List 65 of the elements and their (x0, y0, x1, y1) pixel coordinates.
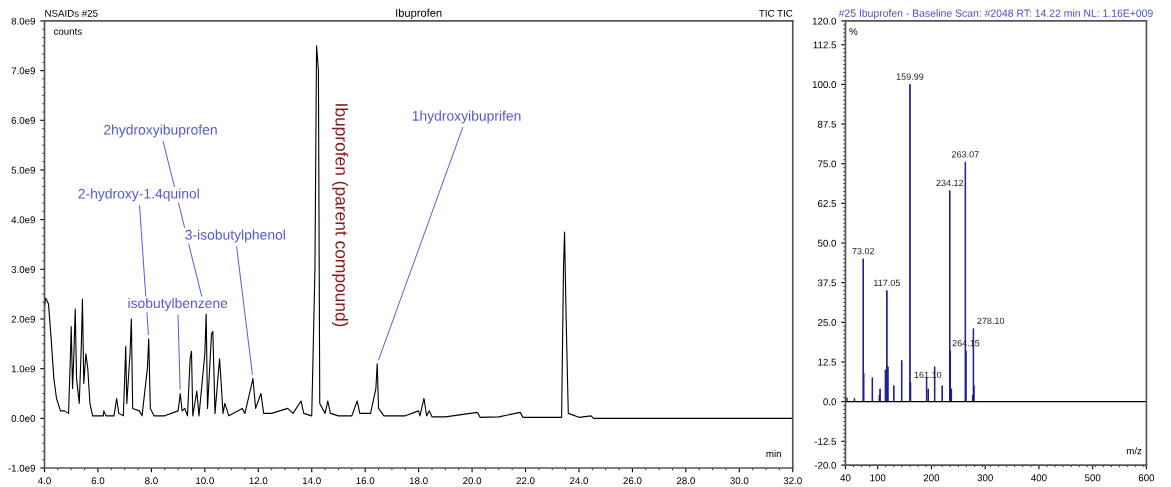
y-tick-label: 7.0e9 (11, 67, 36, 75)
x-tick-label: 300 (977, 474, 993, 482)
y-tick-label: 62.5 (818, 200, 837, 207)
chart-title: #25 Ibuprofen - Baseline Scan: #2048 RT: 14.22 min NL: 1.16E+009 (838, 9, 1153, 19)
annotation: Ibuprofen (parent compound) (331, 104, 349, 327)
y-tick-label: 25.0 (818, 319, 837, 326)
x-tick-label: 30.0 (730, 477, 749, 485)
x-tick-label: 32.0 (783, 477, 802, 485)
y-tick-label: 120.0 (812, 17, 837, 25)
annotation: 278.10 (977, 317, 1005, 325)
y-tick-label: 3.0e9 (11, 266, 36, 273)
x-tick-label: 8.0 (145, 477, 158, 485)
x-tick-label: 24.0 (570, 477, 589, 485)
y-tick-label: -20.0 (814, 461, 837, 469)
text: NSAIDs #25 (45, 9, 98, 17)
y-tick-label: 0.0e0 (11, 415, 36, 422)
chart-title: Ibuprofen (396, 8, 442, 20)
y-tick-label: 75.0 (818, 160, 837, 168)
x-tick-label: 4.0 (37, 477, 51, 485)
x-tick-label: 10.0 (196, 477, 214, 485)
x-tick-label: 500 (1084, 474, 1101, 482)
y-axis-title: % (849, 27, 858, 35)
x-tick-label: 12.0 (249, 477, 268, 485)
annotation: 3-isobutylphenol (185, 229, 285, 243)
annotation: 2-hydroxy-1.4quinol (78, 188, 199, 202)
x-tick-label: 16.0 (356, 477, 375, 485)
annotation: 159.99 (896, 73, 924, 80)
x-tick-label: 18.0 (409, 477, 428, 485)
annotation: 73.02 (852, 247, 875, 255)
y-tick-label: 87.5 (817, 120, 837, 128)
y-tick-label: 12.5 (818, 358, 837, 366)
x-axis-title: min (766, 450, 781, 458)
annotation: 2hydroxyibuprofen (104, 124, 217, 138)
x-tick-label: 200 (923, 474, 940, 482)
annotation: isobutylbenzene (128, 297, 228, 311)
x-tick-label: 20.0 (463, 477, 482, 485)
y-tick-label: 5.0e9 (11, 166, 36, 174)
x-tick-label: 40 (840, 474, 851, 482)
annotation: 263.07 (951, 151, 979, 158)
y-tick-label: 4.0e9 (11, 216, 36, 224)
x-tick-label: 600 (1138, 474, 1155, 482)
y-tick-label: 2.0e9 (11, 315, 36, 323)
annotation: 117.05 (874, 279, 900, 287)
x-tick-label: 26.0 (623, 477, 642, 485)
x-tick-label: 6.0 (91, 477, 105, 485)
x-tick-label: 28.0 (676, 477, 695, 485)
y-tick-label: 0.0 (823, 398, 837, 406)
y-tick-label: 100.0 (812, 81, 837, 89)
x-tick-label: 14.0 (303, 477, 321, 485)
y-tick-label: 37.5 (817, 279, 837, 287)
annotation: 1hydroxyibuprifen (412, 110, 521, 124)
annotation: 234.12 (936, 179, 964, 187)
y-tick-label: 8.0e9 (11, 17, 36, 25)
text: TIC TIC (759, 9, 793, 17)
y-tick-label: -12.5 (814, 438, 837, 445)
y-tick-label: 50.0 (817, 239, 837, 247)
y-tick-label: 112.5 (813, 41, 837, 49)
x-tick-label: 22.0 (516, 477, 535, 485)
y-tick-label: -1.0e9 (8, 464, 36, 472)
x-tick-label: 100 (870, 474, 886, 482)
y-tick-label: 6.0e9 (11, 117, 36, 124)
y-tick-label: 1.0e9 (11, 365, 36, 373)
x-axis-title: m/z (1126, 447, 1142, 455)
y-axis-title: counts (53, 28, 82, 35)
x-tick-label: 400 (1031, 474, 1047, 482)
